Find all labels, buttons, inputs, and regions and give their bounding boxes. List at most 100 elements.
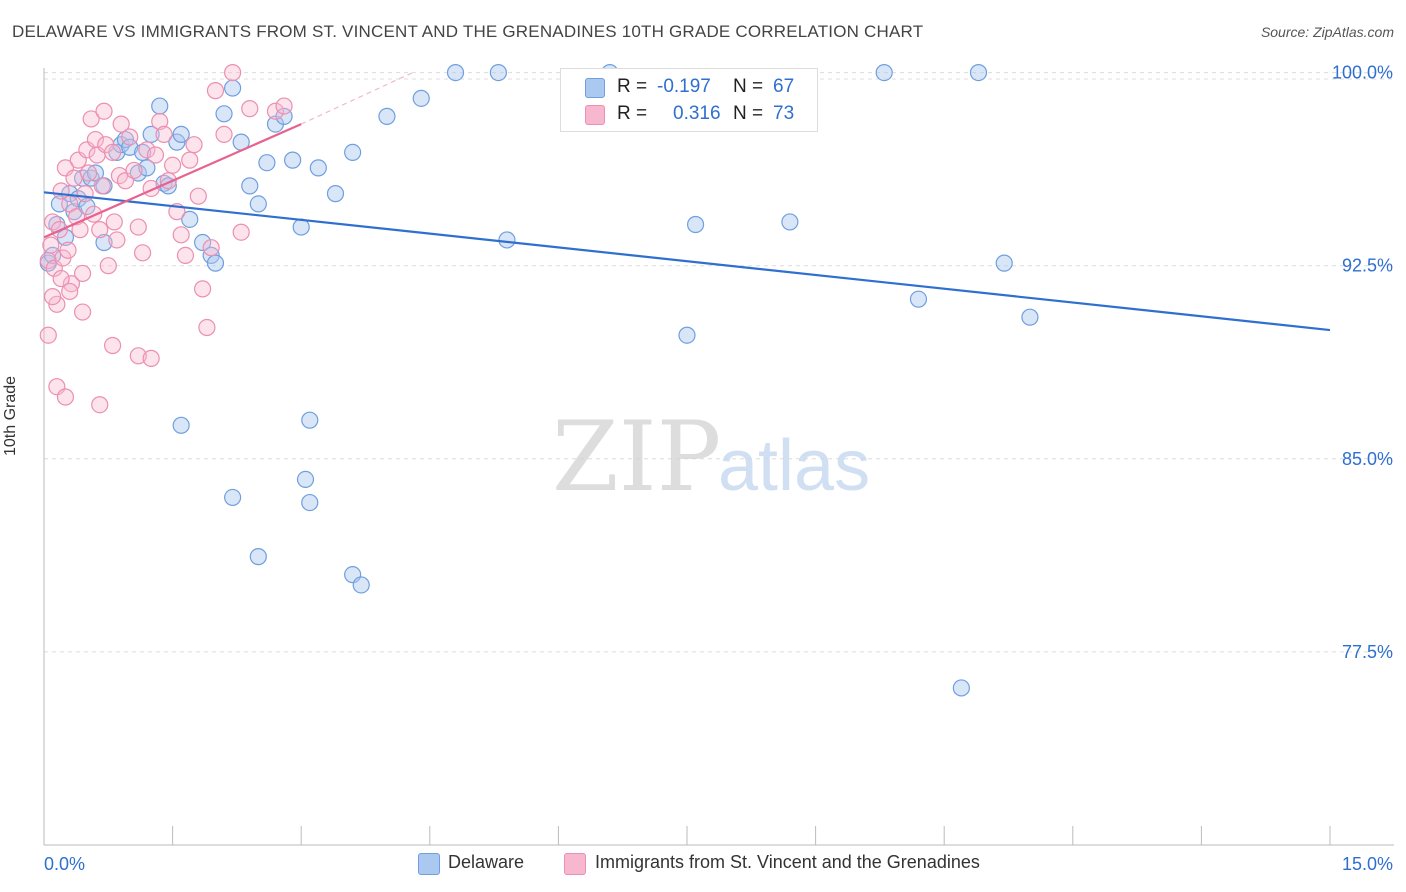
immigrants-point (164, 156, 182, 174)
immigrants-point (52, 269, 70, 288)
immigrants-point (39, 326, 57, 344)
immigrants-point (73, 264, 92, 283)
immigrants-point (185, 136, 203, 154)
delaware-point (194, 233, 212, 252)
delaware-point (138, 159, 156, 177)
delaware-point (151, 97, 169, 115)
delaware-point (224, 488, 242, 507)
immigrants-point (275, 97, 293, 115)
watermark-zip: ZIP (552, 401, 721, 513)
legend-r-label: R = (617, 76, 648, 97)
immigrants-point (125, 161, 143, 180)
immigrants-point (76, 185, 94, 203)
immigrants-point (181, 151, 199, 169)
immigrants-point (112, 115, 130, 133)
immigrants-point (176, 246, 195, 264)
immigrants-point (91, 396, 109, 414)
grid-lines (44, 72, 1394, 653)
immigrants-point (172, 226, 190, 244)
immigrants-point (206, 82, 225, 100)
legend-r-label: R = (617, 103, 648, 124)
immigrants-point (95, 102, 113, 120)
delaware-point (206, 254, 225, 272)
immigrants-point (73, 303, 92, 321)
legend-r-value: -0.197 (657, 76, 711, 97)
immigrants-point (42, 236, 60, 254)
delaware-point (489, 63, 507, 82)
delaware-point (309, 159, 327, 177)
trend-lines (43, 72, 1331, 332)
immigrants-point (198, 318, 216, 337)
axes (43, 68, 1394, 846)
delaware-point (446, 63, 465, 82)
legend-swatch-delaware (418, 853, 440, 875)
x-tick-label: 15.0% (1342, 854, 1393, 874)
immigrants-point (266, 102, 285, 120)
immigrants-point (155, 125, 173, 143)
immigrants-point (108, 231, 126, 249)
y-axis-label: 10th Grade (2, 375, 19, 456)
immigrants-point (79, 164, 98, 182)
delaware-point (344, 143, 362, 162)
immigrants-point (43, 287, 62, 306)
delaware-point (781, 213, 799, 231)
delaware-point (301, 411, 319, 429)
delaware-point (215, 105, 233, 123)
y-tick-label: 77.5% (1342, 642, 1393, 662)
legend-swatch-immigrants (564, 853, 586, 875)
delaware-point (284, 151, 302, 169)
tick-labels: 100.0% 92.5% 85.0% 77.5% 0.0% 15.0% (44, 63, 1393, 874)
immigrants-point (82, 110, 100, 128)
immigrants-point (59, 241, 77, 259)
delaware-point (224, 79, 242, 97)
legend-label-immigrants: Immigrants from St. Vincent and the Gren… (595, 852, 980, 872)
immigrants-point (93, 177, 111, 195)
delaware-point (378, 107, 396, 125)
delaware-point (326, 185, 345, 203)
delaware-point (301, 493, 319, 512)
legend-n-label: N = (733, 76, 764, 97)
immigrants-point (99, 257, 117, 275)
delaware-trend-line (43, 191, 1331, 332)
series-legend: Delaware Immigrants from St. Vincent and… (0, 852, 1406, 878)
delaware-point (296, 470, 315, 488)
delaware-point (412, 89, 430, 107)
delaware-point (241, 177, 259, 195)
y-tick-label: 92.5% (1342, 256, 1393, 276)
immigrants-point (121, 128, 139, 146)
delaware-point (995, 254, 1013, 272)
delaware-point (258, 154, 276, 172)
immigrants-point (146, 146, 165, 164)
delaware-point (1021, 308, 1039, 326)
delaware-point (969, 63, 988, 82)
immigrants-point (103, 143, 122, 162)
watermark-atlas: atlas (718, 426, 870, 506)
x-tick-label: 0.0% (44, 854, 85, 874)
delaware-point (352, 576, 370, 594)
data-points (39, 63, 1039, 697)
chart-title: DELAWARE VS IMMIGRANTS FROM ST. VINCENT … (12, 22, 924, 41)
delaware-point (249, 548, 267, 566)
immigrants-point (224, 63, 242, 82)
immigrants-point (129, 347, 147, 365)
delaware-point (498, 231, 516, 249)
immigrants-point (151, 112, 169, 131)
immigrants-point (232, 223, 250, 241)
y-tick-label: 85.0% (1342, 449, 1393, 469)
delaware-point (249, 195, 267, 213)
immigrants-trend-line (300, 72, 413, 125)
delaware-point (172, 416, 190, 434)
immigrants-point (194, 280, 212, 298)
delaware-point (172, 125, 190, 143)
legend-n-value: 73 (773, 103, 795, 124)
delaware-point (95, 233, 113, 252)
source-label: Source: ZipAtlas.com (1260, 24, 1394, 40)
legend-label-delaware: Delaware (448, 852, 525, 872)
immigrants-point (215, 125, 233, 143)
immigrants-point (65, 169, 83, 187)
legend-n-label: N = (733, 103, 764, 124)
delaware-point (875, 63, 893, 82)
legend-r-value: 0.316 (673, 103, 721, 124)
